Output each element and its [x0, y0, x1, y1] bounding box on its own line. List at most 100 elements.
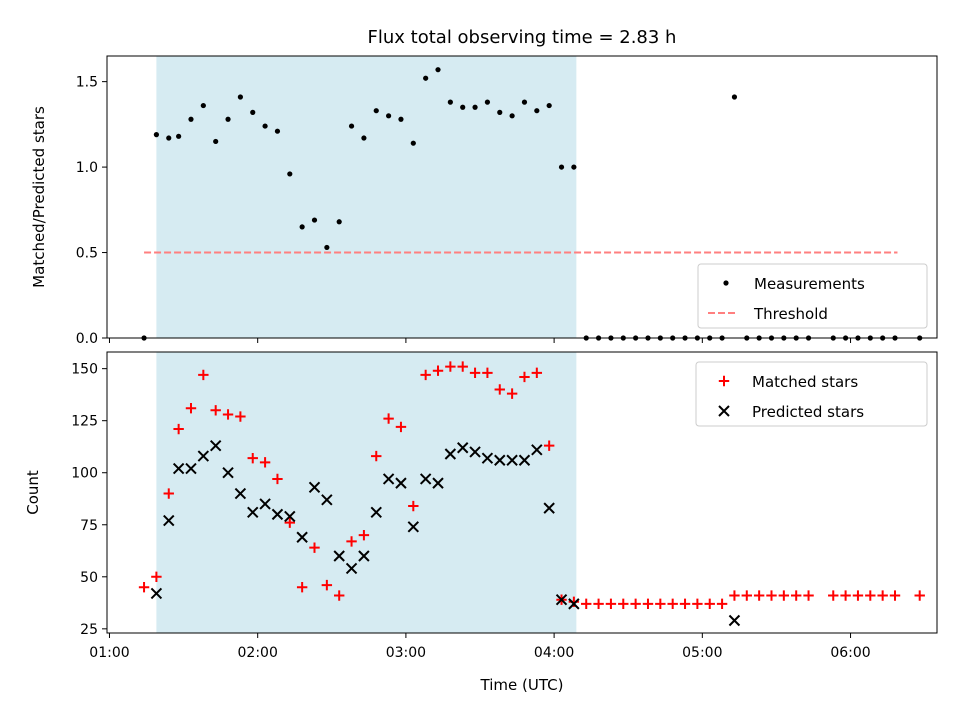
bottom-panel-count: 25 50 75 100 125 150 01:00 02:00 03:00 04:00 05:00… [71, 351, 938, 661]
data-point [419, 473, 432, 485]
data-point [865, 590, 876, 601]
data-point [655, 598, 666, 610]
data-point [423, 75, 429, 81]
data-point [803, 590, 814, 601]
data-point [408, 500, 419, 512]
data-point [518, 454, 531, 466]
legend-label: Matched stars [752, 373, 858, 391]
data-point [877, 590, 888, 601]
observing-span-highlight [156, 352, 577, 633]
x-axis-label: Time (UTC) [480, 676, 564, 694]
data-point [457, 442, 469, 454]
data-point [432, 477, 444, 489]
data-point [237, 94, 243, 100]
data-point [299, 224, 305, 230]
data-point [642, 598, 654, 610]
data-point [432, 365, 444, 376]
y-tick-label: 1.5 [76, 75, 98, 91]
data-point [370, 506, 382, 518]
data-point [420, 369, 431, 381]
data-point [222, 409, 234, 420]
data-point [371, 450, 382, 462]
observing-span-highlight [156, 56, 577, 338]
data-point [321, 579, 333, 591]
chart-title: Flux total observing time = 2.83 h [368, 27, 677, 48]
data-point [272, 473, 283, 485]
data-point [571, 164, 577, 170]
data-point [692, 598, 703, 610]
x-tick-label: 05:00 [682, 645, 722, 661]
data-point [506, 388, 518, 399]
data-point [234, 487, 247, 500]
data-point [534, 108, 540, 114]
data-point [605, 598, 617, 610]
data-point [309, 542, 320, 553]
data-point [778, 590, 790, 601]
y-tick-label: 75 [80, 518, 98, 534]
y-tick-label: 0.0 [76, 331, 98, 347]
data-point [482, 367, 493, 379]
data-point [163, 514, 175, 527]
data-point [153, 132, 160, 138]
data-point [188, 116, 194, 122]
data-point [469, 367, 481, 379]
data-point [410, 140, 416, 146]
data-point [444, 448, 457, 460]
y-tick-label: 25 [80, 622, 98, 638]
axes-frame [106, 351, 938, 634]
data-point [382, 473, 395, 485]
data-point [581, 598, 592, 610]
x-tick-label: 01:00 [89, 645, 129, 661]
data-point [209, 439, 222, 452]
data-point [546, 102, 552, 109]
data-point [163, 488, 174, 499]
legend-marker [718, 375, 730, 387]
data-point [828, 590, 839, 601]
data-point [345, 562, 358, 575]
data-point [728, 614, 741, 627]
data-point [469, 446, 481, 458]
data-point [543, 440, 555, 451]
data-point [185, 462, 197, 475]
data-point [484, 99, 491, 105]
data-point [457, 361, 468, 372]
data-point [173, 423, 184, 435]
data-point [346, 536, 357, 547]
data-point [472, 104, 478, 110]
data-point [176, 133, 182, 139]
data-point [222, 467, 234, 479]
y-tick-label: 1.0 [76, 160, 98, 176]
data-point [445, 361, 456, 372]
data-point [521, 99, 528, 105]
data-point [766, 590, 777, 601]
y-axis-label-bottom: Count [24, 470, 42, 515]
data-point [138, 582, 150, 593]
axes-frame [106, 55, 938, 339]
x-tick-label: 06:00 [830, 645, 870, 661]
data-point [729, 590, 740, 601]
data-point [197, 450, 210, 462]
data-point [447, 99, 453, 105]
data-point [358, 529, 370, 541]
legend-marker [723, 280, 729, 286]
data-point [889, 590, 901, 601]
data-point [753, 590, 765, 601]
data-point [543, 502, 555, 514]
data-point [336, 219, 342, 225]
x-tick-label: 02:00 [238, 645, 278, 661]
data-point [348, 123, 355, 129]
data-point [790, 590, 802, 601]
data-point [259, 498, 271, 510]
data-point [284, 510, 296, 523]
data-point [333, 550, 345, 562]
data-point [679, 598, 691, 610]
y-tick-label: 0.5 [76, 246, 98, 262]
legend: Measurements Threshold [697, 263, 928, 329]
data-point [321, 494, 333, 506]
data-point [200, 102, 206, 109]
data-point [296, 582, 308, 593]
data-point [262, 123, 268, 129]
data-point [383, 413, 394, 424]
data-point [506, 454, 518, 466]
